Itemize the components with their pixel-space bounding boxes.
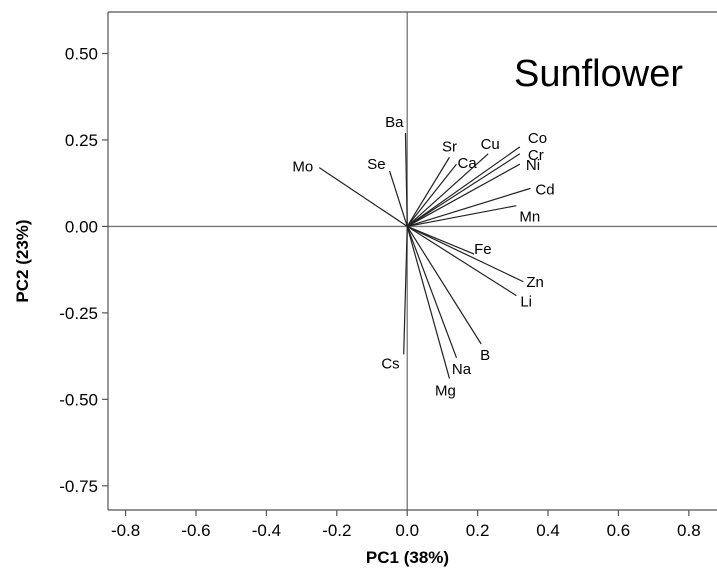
vector-ca [406, 163, 457, 227]
vector-co [406, 146, 521, 227]
x-tick-label: 0.4 [536, 521, 560, 540]
vector-cu [406, 153, 489, 227]
vector-label-cd: Cd [535, 181, 554, 198]
x-tick-label: 0.2 [466, 521, 490, 540]
vector-fe [406, 225, 475, 255]
y-tick-label: 0.25 [65, 131, 98, 150]
vector-b [406, 226, 482, 345]
vector-label-se: Se [367, 156, 385, 173]
vector-label-li: Li [520, 294, 532, 311]
vector-label-mo: Mo [292, 159, 313, 176]
y-tick-label: -0.25 [59, 304, 98, 323]
vector-label-cu: Cu [481, 136, 500, 153]
x-tick-label: -0.6 [181, 521, 210, 540]
vector-na [406, 226, 458, 359]
vector-label-cr: Cr [528, 147, 544, 164]
y-tick-label: 0.00 [65, 217, 98, 236]
vector-label-sr: Sr [442, 138, 457, 155]
y-axis-ticks: 0.50 0.25 0.00 -0.25 -0.50 -0.75 [59, 45, 108, 496]
y-tick-label: 0.50 [65, 45, 98, 64]
vector-cs [403, 226, 408, 355]
vector-ni [406, 163, 521, 227]
y-axis-title: PC2 (23%) [13, 219, 32, 302]
vector-cd [407, 187, 531, 227]
vector-label-mg: Mg [435, 383, 456, 400]
chart-title: Sunflower [514, 53, 683, 95]
vector-mg [406, 226, 451, 379]
vector-mo [318, 167, 408, 227]
vector-sr [406, 156, 450, 227]
vector-zn [406, 225, 524, 283]
vector-label-b: B [480, 347, 490, 364]
loading-vectors [318, 133, 531, 379]
plot-frame [107, 11, 717, 511]
vector-label-fe: Fe [474, 241, 492, 258]
x-tick-label: -0.8 [111, 521, 140, 540]
x-tick-label: -0.4 [252, 521, 281, 540]
vector-label-mn: Mn [519, 209, 540, 226]
x-tick-label: 0.8 [677, 521, 701, 540]
vector-ba [404, 133, 408, 227]
y-tick-label: -0.75 [59, 477, 98, 496]
x-tick-label: 0.6 [607, 521, 631, 540]
x-tick-label: 0.0 [395, 521, 419, 540]
vector-se [389, 170, 408, 227]
vector-cr [406, 153, 521, 227]
vector-label-ca: Ca [458, 155, 478, 172]
vector-li [406, 225, 517, 297]
vector-label-co: Co [528, 130, 547, 147]
vector-label-ba: Ba [385, 114, 404, 131]
vector-mn [407, 205, 517, 228]
x-tick-label: -0.2 [322, 521, 351, 540]
vector-label-ni: Ni [526, 157, 540, 174]
x-axis-ticks: -0.8 -0.6 -0.4 -0.2 0.0 0.2 0.4 0.6 0.8 [111, 510, 701, 540]
y-tick-label: -0.50 [59, 390, 98, 409]
vector-label-cs: Cs [381, 355, 399, 372]
x-axis-title: PC1 (38%) [366, 548, 449, 567]
reference-lines [108, 12, 717, 510]
vector-label-zn: Zn [526, 274, 544, 291]
vector-label-na: Na [452, 361, 472, 378]
